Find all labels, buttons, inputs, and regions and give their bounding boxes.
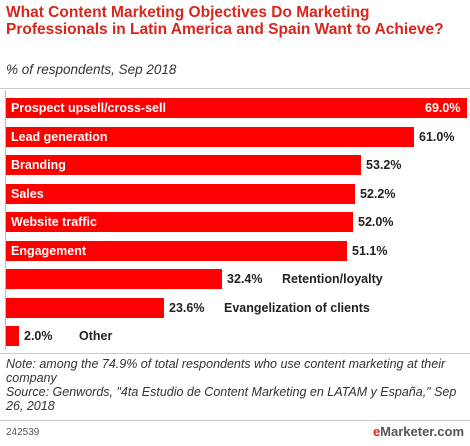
value-label: 53.2% [366,158,402,172]
category-label: Website traffic [11,215,97,229]
bar [6,184,355,204]
value-label: 32.4% [227,272,263,286]
chart-subtitle: % of respondents, Sep 2018 [6,62,177,77]
bar [6,298,164,318]
category-label: Evangelization of clients [224,301,370,315]
chart-source: Source: Genwords, "4ta Estudio de Conten… [6,385,457,413]
category-label: Prospect upsell/cross-sell [11,101,166,115]
bar [6,269,222,289]
top-divider [0,88,470,89]
value-label: 61.0% [419,130,455,144]
chart-note: Note: among the 74.9% of total responden… [6,357,446,385]
bar [6,155,361,175]
bottom-divider [0,353,470,354]
bar [6,326,19,346]
bar [6,241,347,261]
brand-logo: eMarketer.com [372,424,464,439]
category-label: Other [79,329,113,343]
bar [6,212,353,232]
value-label: 52.2% [360,187,396,201]
chart-title: What Content Marketing Objectives Do Mar… [6,4,444,38]
category-label: Lead generation [11,130,108,144]
value-label: 23.6% [169,301,205,315]
value-label: 69.0% [425,101,461,115]
footer-divider [0,420,470,421]
category-label: Sales [11,187,44,201]
category-axis-line [5,90,6,350]
value-label: 51.1% [352,244,388,258]
bar [6,127,414,147]
bar [6,98,467,118]
chart-id: 242539 [6,427,40,438]
category-label: Branding [11,158,66,172]
chart-footnote: Note: among the 74.9% of total responden… [6,357,466,413]
category-label: Retention/loyalty [282,272,383,286]
value-label: 2.0% [24,329,53,343]
category-label: Engagement [11,244,87,258]
value-label: 52.0% [358,215,394,229]
